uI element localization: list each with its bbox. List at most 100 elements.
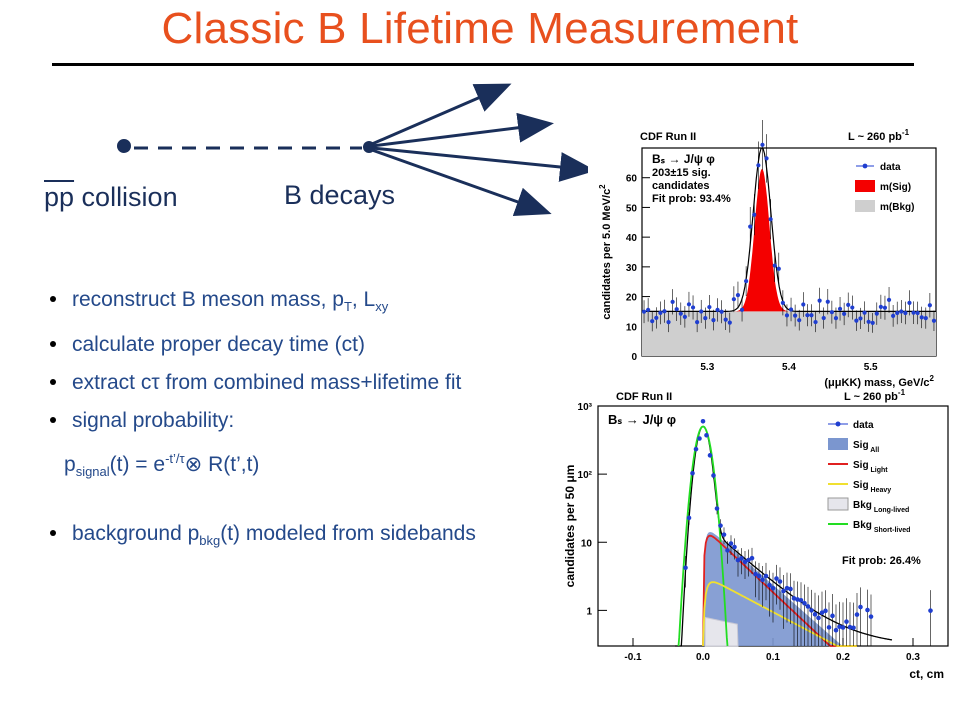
data-point [886, 297, 892, 303]
data-point [735, 292, 741, 298]
mass-plot-legend: data m(Sig) m(Bkg) [848, 154, 934, 218]
data-point [797, 318, 802, 323]
legend-label: m(Bkg) [880, 202, 914, 213]
ct-plot-header-right: L ~ 260 pb-1 [844, 388, 906, 403]
data-point [847, 624, 853, 630]
data-point [732, 544, 737, 550]
data-point [764, 156, 769, 161]
data-point [781, 588, 786, 594]
data-point [753, 571, 758, 577]
ct-plot-header-left: CDF Run II [616, 391, 672, 403]
data-point [866, 319, 871, 324]
data-point [825, 299, 830, 304]
data-point [854, 318, 859, 323]
data-point [650, 319, 655, 324]
y-tick-label: 10³ [578, 402, 593, 413]
x-tick-label: 0.0 [696, 652, 710, 663]
data-point [784, 585, 790, 591]
data-point [851, 625, 856, 631]
data-point [907, 300, 912, 305]
data-point [823, 608, 828, 614]
annotation-line: Bₛ → J/ψ φ [652, 152, 715, 166]
data-point [742, 559, 748, 565]
data-point [833, 316, 839, 321]
data-point [821, 315, 826, 321]
data-point [693, 446, 699, 452]
bullet-icon [50, 530, 56, 537]
data-point [683, 565, 688, 571]
y-tick-label: 20 [626, 293, 638, 304]
bkg-long-lived-component [704, 616, 739, 647]
data-point [715, 307, 720, 312]
data-point [780, 300, 785, 305]
sig-all-component [701, 532, 892, 646]
data-point [686, 302, 692, 307]
data-point [728, 541, 734, 546]
svg-text:candidates per 5.0 MeV/c2: candidates per 5.0 MeV/c2 [598, 184, 613, 320]
x-tick-label: 0.1 [766, 652, 780, 663]
mass-plot-header-left: CDF Run II [640, 131, 696, 143]
data-point [711, 473, 716, 478]
mass-plot-header-right: L ~ 260 pb-1 [848, 128, 910, 143]
data-point [903, 310, 908, 316]
data-point [878, 304, 883, 309]
data-point [727, 320, 732, 325]
legend-label: m(Sig) [880, 182, 911, 193]
y-tick-label: 40 [626, 233, 638, 244]
data-point [756, 163, 761, 168]
bullet-item: reconstruct B meson mass, pT, Lxy [44, 288, 554, 319]
data-point [739, 556, 744, 561]
y-tick-label: 30 [626, 263, 638, 274]
data-point [768, 217, 773, 222]
data-point [915, 310, 920, 316]
data-point [805, 604, 811, 609]
legend-swatch [855, 180, 875, 192]
data-point [795, 597, 800, 602]
ct-plot-annotation: Bₛ → J/ψ φ [608, 412, 676, 427]
data-point [699, 309, 704, 314]
collision-label: pp collision [44, 182, 178, 212]
data-point [752, 212, 757, 217]
data-point [770, 585, 776, 591]
data-point [746, 557, 751, 563]
data-point [774, 576, 779, 581]
data-point [666, 319, 671, 325]
data-point [711, 317, 716, 323]
data-point [833, 627, 839, 633]
bullet-icon [50, 296, 56, 302]
legend-swatch [827, 497, 849, 511]
slide-title: Classic B Lifetime Measurement [161, 4, 799, 53]
legend-label: data [880, 162, 901, 173]
data-point [704, 433, 709, 438]
data-point [862, 310, 867, 315]
data-point [819, 610, 825, 616]
bullet-item: signal probability: [44, 409, 554, 433]
data-point [868, 614, 874, 619]
data-point [840, 625, 846, 630]
data-point [723, 317, 728, 322]
data-point [854, 612, 860, 617]
x-tick-label: 0.3 [906, 652, 920, 663]
data-point [791, 596, 797, 601]
legend-swatch [828, 438, 848, 450]
data-point [707, 453, 713, 458]
annotation-line: Fit prob: 93.4% [652, 193, 731, 205]
mass-plot-xlabel: (μμKK) mass, GeV/c2 [824, 374, 934, 389]
data-point [829, 310, 834, 315]
data-point [802, 600, 807, 606]
signal-probability-formula: psignal(t) = e-t’/τ⊗ R(t’,t) [64, 451, 260, 480]
data-point [654, 315, 659, 321]
decay-track [371, 146, 596, 182]
data-point [842, 311, 847, 317]
y-tick-label: 60 [626, 174, 638, 185]
data-point [703, 316, 708, 321]
title-underline [52, 63, 914, 66]
data-point [812, 612, 818, 617]
sig-heavy-curve [702, 581, 857, 647]
data-point [931, 318, 937, 323]
legend-data-symbol [862, 163, 868, 169]
x-tick-label: -0.1 [624, 652, 642, 663]
data-point [927, 303, 932, 308]
decay-label: B decays [284, 180, 396, 210]
